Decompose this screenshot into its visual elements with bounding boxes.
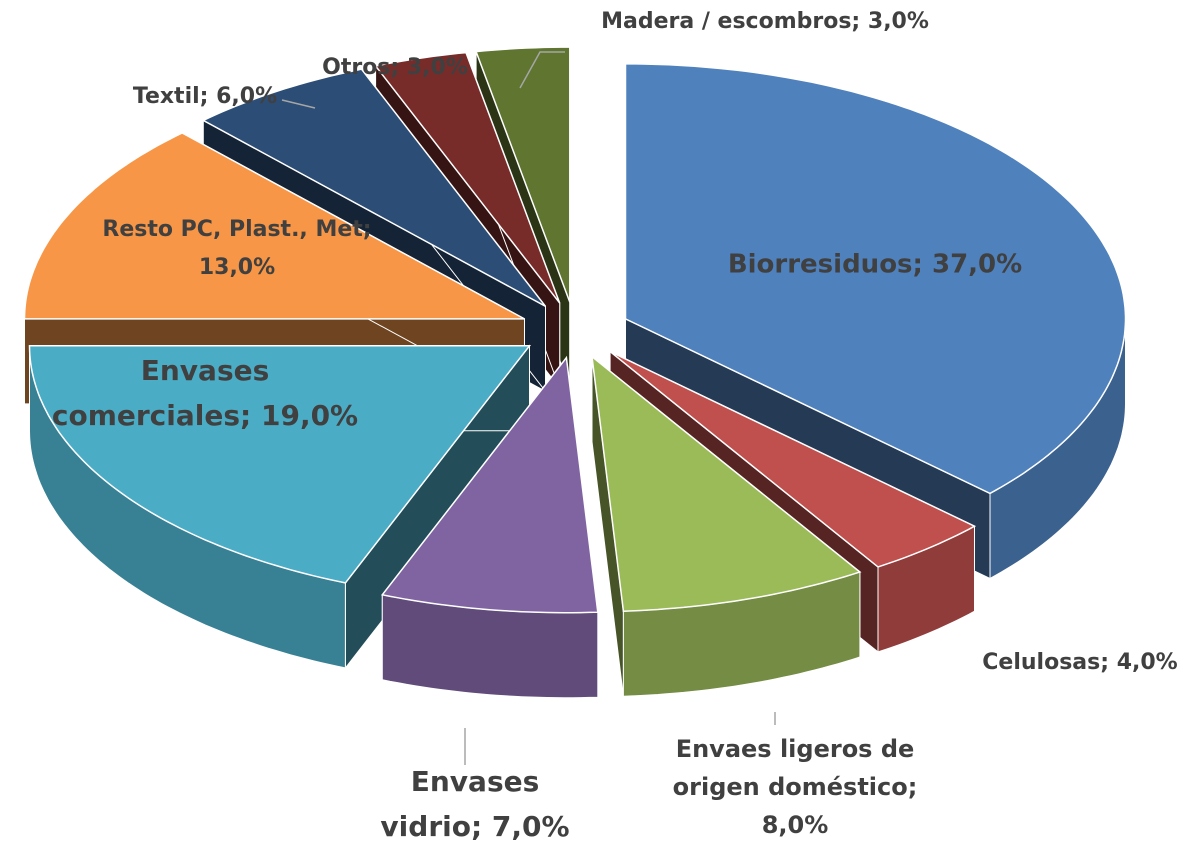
slice (23, 132, 525, 320)
slice (475, 46, 571, 303)
slice (609, 350, 977, 568)
pie (23, 46, 1127, 699)
data-label: Envases (141, 354, 270, 387)
data-label: vidrio; 7,0% (380, 810, 569, 843)
slice (380, 355, 599, 614)
data-label: comerciales; 19,0% (52, 399, 358, 432)
data-label: Resto PC, Plast., Met; (102, 217, 371, 242)
slice (201, 68, 547, 307)
data-label: Biorresiduos; 37,0% (728, 250, 1022, 280)
data-label: Otros; 3,0% (322, 55, 468, 80)
data-label: 8,0% (762, 811, 829, 839)
data-label: Madera / escombros; 3,0% (601, 9, 929, 34)
data-label: Envases (411, 765, 540, 798)
data-label: 13,0% (199, 255, 275, 280)
data-label: Envaes ligeros de (676, 735, 915, 763)
data-label: Celulosas; 4,0% (982, 650, 1177, 675)
slice (374, 51, 561, 304)
data-label: Textil; 6,0% (133, 84, 277, 109)
slice (591, 354, 862, 612)
slice (28, 345, 532, 584)
labels: Biorresiduos; 37,0% Celulosas; 4,0% Envaes… (52, 9, 1178, 843)
slice (624, 63, 1127, 495)
data-label: origen doméstico; (673, 773, 918, 801)
leader-line (519, 51, 565, 89)
leader-line (281, 99, 316, 109)
